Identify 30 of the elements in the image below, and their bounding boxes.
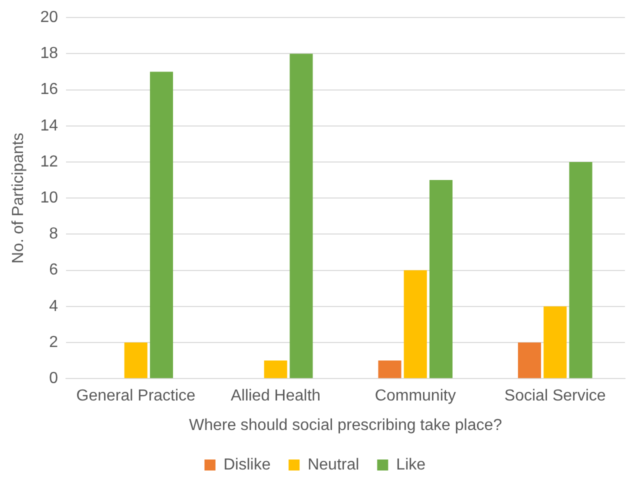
legend-label: Dislike [223,456,271,474]
bar [544,306,567,378]
bar [124,342,148,378]
y-tick-label: 20 [40,9,58,26]
legend-label: Neutral [308,456,360,474]
x-tick-label: Social Service [504,388,606,405]
x-tick-label: Allied Health [230,388,321,405]
x-axis-title: Where should social prescribing take place? [188,416,502,434]
y-tick-label: 4 [49,298,58,315]
y-tick-label: 14 [40,117,58,134]
y-tick-label: 6 [49,262,58,279]
legend-label: Like [396,456,426,474]
bar [404,270,427,378]
bar [378,360,402,378]
bar [429,180,453,378]
y-tick-label: 12 [40,153,58,170]
y-tick-label: 16 [40,81,58,98]
x-tick-label: General Practice [76,388,196,405]
bar [290,54,313,378]
x-tick-label: Community [374,388,456,405]
y-tick-label: 2 [49,334,58,351]
y-tick-label: 18 [40,45,58,62]
bar [569,162,592,378]
y-axis-title: No. of Participants [10,132,28,264]
y-tick-label: 8 [49,226,58,243]
bar [150,72,174,378]
bar [518,342,542,378]
bar [264,360,288,378]
y-tick-label: 10 [40,190,58,207]
y-tick-label: 0 [49,370,58,388]
